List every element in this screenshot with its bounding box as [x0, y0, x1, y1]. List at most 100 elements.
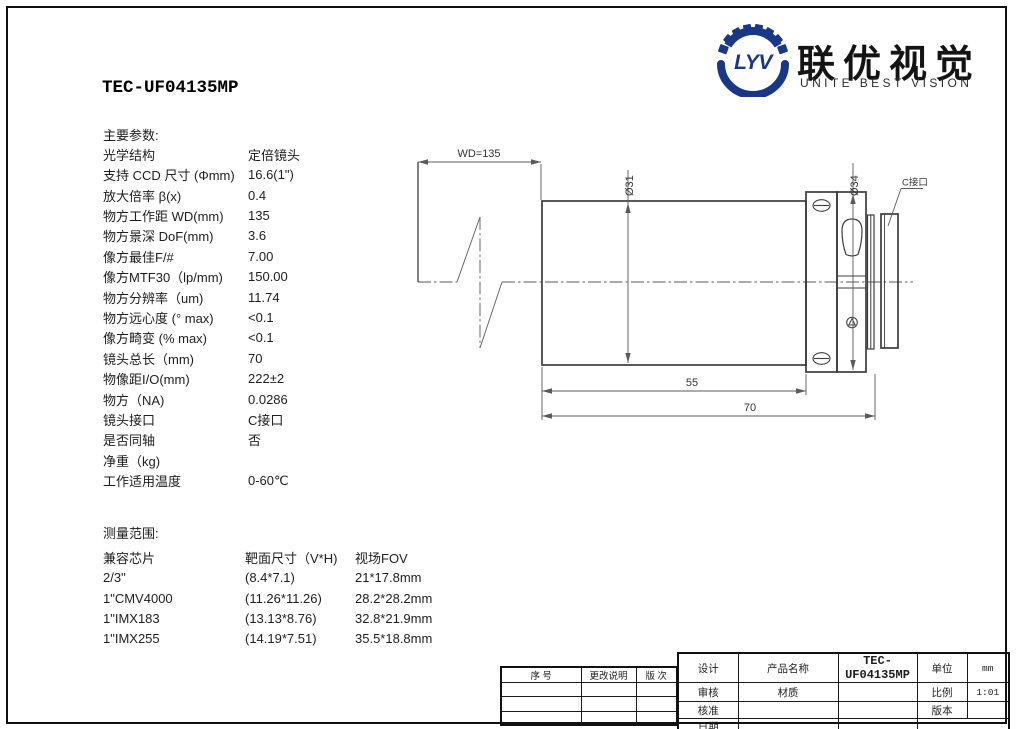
param-value: 7.00	[248, 248, 274, 264]
param-label: 放大倍率 β(x)	[103, 188, 182, 204]
param-label: 物像距I/O(mm)	[103, 372, 190, 388]
param-label: 镜头总长（mm)	[103, 351, 194, 367]
param-row: 物方远心度 (° max) <0.1	[103, 307, 300, 327]
tb-cell	[737, 718, 839, 729]
rev-cell	[500, 682, 582, 697]
param-row: 物方分辨率（um) 11.74	[103, 287, 300, 307]
dim-barrel-diameter: Ø31	[624, 175, 636, 196]
param-label: 像方畸变 (% max)	[103, 331, 208, 347]
measure-header: 视场FOV	[355, 550, 408, 566]
param-row: 像方最佳F/# 7.00	[103, 246, 300, 266]
tb-design-label: 设计	[677, 652, 739, 683]
param-label: 物方（NA)	[103, 392, 165, 408]
rev-cell	[580, 682, 637, 697]
param-value: 135	[248, 207, 270, 223]
dim-front-length: 55	[686, 377, 698, 389]
param-label: 物方工作距 WD(mm)	[103, 208, 224, 224]
tb-material-value	[837, 682, 918, 702]
param-label: 光学结构	[103, 147, 156, 163]
param-value: 222±2	[248, 371, 285, 387]
tb-product-name-label: 产品名称	[737, 652, 839, 683]
param-label: 像方最佳F/#	[103, 249, 174, 265]
rev-cell	[635, 682, 678, 697]
measure-row: 1"CMV4000 (11.26*11.26) 28.2*28.2mm	[103, 588, 432, 608]
rev-cell	[635, 696, 678, 712]
measure-fov: 35.5*18.8mm	[355, 631, 433, 647]
param-row: 是否同轴 否	[103, 430, 300, 450]
param-value: 16.6(1")	[248, 167, 294, 183]
lens-body	[541, 191, 899, 373]
param-row: 净重（kg)	[103, 450, 300, 470]
param-value: 0.0286	[248, 391, 288, 407]
param-row: 物方景深 DoF(mm) 3.6	[103, 226, 300, 246]
param-row: 镜头接口 C接口	[103, 409, 300, 429]
tb-version-label: 版本	[916, 701, 968, 719]
param-value: <0.1	[248, 309, 274, 325]
param-value: 11.74	[248, 289, 280, 305]
param-value: 定倍镜头	[248, 147, 301, 163]
lens-technical-drawing: WD=135 Ø31 Ø34 55 70 C接口	[417, 148, 928, 420]
tb-approve-label: 核准	[677, 701, 739, 719]
logo-gear-icon: LYV	[717, 24, 789, 97]
measure-chip: 1"IMX255	[103, 631, 160, 647]
measure-chip: 2/3"	[103, 570, 126, 586]
rev-cell	[500, 711, 582, 725]
tb-date-label: 日期	[677, 718, 739, 729]
param-row: 放大倍率 β(x) 0.4	[103, 185, 300, 205]
param-value: 70	[248, 350, 263, 366]
dim-mount-diameter: Ø34	[849, 175, 861, 196]
param-label: 支持 CCD 尺寸 (Φmm)	[103, 168, 235, 184]
param-row: 像方MTF30（lp/mm) 150.00	[103, 266, 300, 286]
measure-sensor-size: (14.19*7.51)	[245, 631, 317, 647]
measure-sensor-size: (13.13*8.76)	[245, 610, 317, 626]
param-label: 工作适用温度	[103, 474, 182, 490]
tb-unit-label: 单位	[916, 652, 968, 683]
lock-knob	[841, 218, 863, 257]
tb-cell	[916, 718, 1010, 729]
measure-chip: 1"CMV4000	[103, 590, 173, 606]
param-row: 物方工作距 WD(mm) 135	[103, 205, 300, 225]
rev-header-ver: 版 次	[635, 666, 678, 683]
measure-fov: 28.2*28.2mm	[355, 590, 433, 606]
param-row: 像方畸变 (% max) <0.1	[103, 328, 300, 348]
measure-section-title: 测量范围:	[103, 526, 159, 541]
measure-row: 1"IMX255 (14.19*7.51) 35.5*18.8mm	[103, 629, 432, 649]
measure-table: 兼容芯片 靶面尺寸（V*H) 视场FOV 2/3" (8.4*7.1) 21*1…	[103, 547, 432, 649]
measure-fov: 21*17.8mm	[355, 570, 422, 586]
param-row: 光学结构 定倍镜头	[103, 144, 300, 164]
dim-working-distance: WD=135	[457, 148, 500, 160]
tb-material-label: 材质	[737, 682, 839, 702]
logo-mark-text: LYV	[734, 51, 774, 74]
param-value: 3.6	[248, 228, 267, 244]
param-row: 物方（NA) 0.0286	[103, 389, 300, 409]
param-row: 物像距I/O(mm) 222±2	[103, 368, 300, 388]
measure-sensor-size: (11.26*11.26)	[245, 590, 322, 606]
c-mount-flange	[880, 213, 899, 349]
param-value: C接口	[248, 412, 284, 428]
param-value: 0.4	[248, 187, 267, 203]
tb-version-value	[966, 701, 1010, 719]
params-section-title: 主要参数:	[103, 128, 159, 143]
param-value: 否	[248, 433, 262, 449]
rev-cell	[500, 696, 582, 712]
logo-company-name: 联优视觉	[797, 44, 982, 86]
measure-header-row: 兼容芯片 靶面尺寸（V*H) 视场FOV	[103, 547, 432, 567]
rev-header-seq: 序 号	[500, 666, 582, 683]
param-label: 物方分辨率（um)	[103, 290, 204, 306]
measure-row: 2/3" (8.4*7.1) 21*17.8mm	[103, 567, 432, 587]
param-label: 净重（kg)	[103, 453, 161, 469]
logo-tagline: UNITE BEST VISION	[800, 76, 973, 90]
tb-cell	[737, 701, 839, 719]
measure-fov: 32.8*21.9mm	[355, 610, 433, 626]
param-row: 支持 CCD 尺寸 (Φmm) 16.6(1")	[103, 164, 300, 184]
tb-cell	[837, 701, 918, 719]
tb-product-name: TEC-UF04135MP	[837, 652, 918, 683]
param-label: 镜头接口	[103, 412, 156, 428]
rev-header-desc: 更改说明	[580, 666, 637, 683]
measure-header: 兼容芯片	[103, 550, 156, 566]
rev-cell	[580, 696, 637, 712]
param-label: 物方景深 DoF(mm)	[103, 229, 214, 245]
measure-chip: 1"IMX183	[103, 610, 160, 626]
revision-table: 序 号 更改说明 版 次	[500, 666, 678, 726]
